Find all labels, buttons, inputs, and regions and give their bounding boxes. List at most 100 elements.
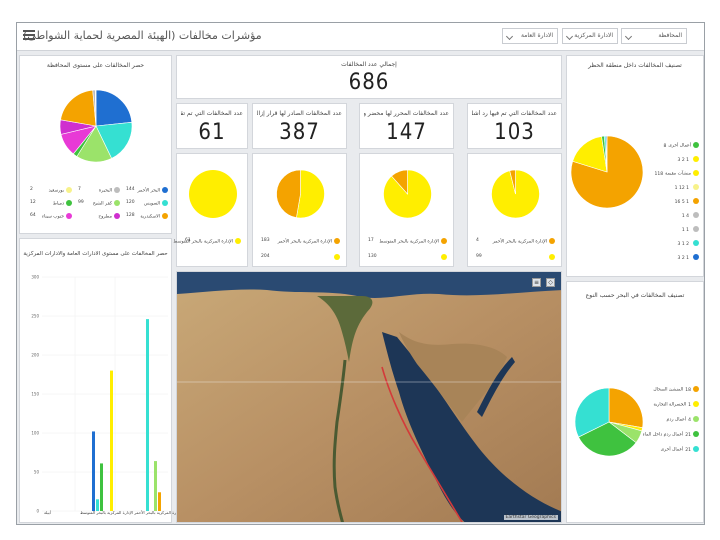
legend-swatch [114,187,120,193]
legend-item[interactable]: أعمال أخرى8 [653,142,699,149]
legend-label: بورسعيد [48,188,64,194]
governorate-pie [59,89,133,163]
bar[interactable] [96,499,99,511]
kpi-label: عدد المخالفات الصادر لها قرار إزالة [257,110,342,117]
legend-item[interactable]: السويس 120 [126,200,168,207]
legend-item[interactable]: 4أعمال ردم [647,416,699,423]
governorate-slice[interactable] [95,122,133,159]
kpi-pie-slice[interactable] [391,169,408,195]
bar[interactable] [110,370,113,511]
legend-item[interactable]: الإدارة المركزية بالبحر المتوسط 61 [173,238,241,245]
kpi-pie [383,169,432,219]
bar[interactable] [158,492,161,511]
risk-zone-slice[interactable] [572,136,608,173]
legend-item[interactable]: دمياط 12 [30,200,72,207]
legend-label: أعمال أخرى [660,447,684,453]
legend-item[interactable]: 1الجسرالة التجارية [647,401,699,408]
map-canvas[interactable] [177,272,562,523]
central-admin-filter-label: الادارة المركزية [574,32,613,39]
governorate-title: حصر المخالفات على مستوى المحافظة [46,62,145,69]
by-type-slice[interactable] [574,387,610,438]
risk-zone-title: تصنيف المخالفات داخل منطقة الحظر [588,62,682,69]
legend-item[interactable]: 18المنشئ الصحال [647,386,699,393]
legend-label: أعمال أخرى [668,143,691,149]
general-admin-filter[interactable]: الادارة العامة [502,28,558,44]
admin-bars-panel: حصر المخالفات على مستوى الادارات العامة … [19,238,183,523]
central-admin-filter[interactable]: الادارة المركزية [562,28,618,44]
legend-item[interactable]: بورسعيد 2 [30,187,72,194]
legend-swatch [693,254,699,260]
legend-item[interactable]: البحيرة 7 [78,187,120,194]
dashboard: المحافظة الادارة المركزية الادارة العامة… [16,22,705,525]
layers-icon[interactable]: ◇ [546,278,555,287]
legend-item[interactable]: 1 2 3 [653,156,699,163]
legend-item[interactable]: 2 1 3 [653,240,699,247]
bar[interactable] [92,431,95,511]
y-tick-label: 150 [31,392,39,397]
legend-item[interactable]: 204 [261,254,340,261]
legend-label: الإدارة المركزية بالبحر الأحمر [492,239,547,245]
y-tick-label: 100 [31,431,39,436]
legend-label: المنشئ الصحال [653,387,684,393]
governorate-slice[interactable] [60,89,97,127]
governorate-slice[interactable] [95,89,133,127]
legend-swatch [441,238,447,244]
legend-value: 21 [685,432,691,438]
menu-icon[interactable] [22,28,36,42]
y-tick-label: 250 [31,314,39,319]
legend-item[interactable]: 1 5 16 [653,198,699,205]
bar[interactable] [100,463,103,511]
legend-item[interactable]: 1 12 1 [653,184,699,191]
legend-value: 21 [685,447,691,453]
kpi-pie-slice[interactable] [509,169,516,195]
legend-value: 61 [185,238,191,243]
legend-item[interactable]: كفر الشيخ 99 [78,200,120,207]
bar[interactable] [154,461,157,511]
legend-item[interactable]: 21أعمال ردم داخل الماء [643,431,699,438]
legend-item[interactable]: الإدارة المركزية بالبحر الأحمر 183 [261,238,340,245]
legend-value: 2 [30,187,33,192]
legend-item[interactable]: البحر الأحمر 144 [126,187,168,194]
kpi-pie [491,169,540,219]
bar[interactable] [146,319,149,511]
legend-item[interactable]: 21أعمال أخرى [647,446,699,453]
kpi-pie-slice[interactable] [296,169,325,219]
governorate-slice[interactable] [94,89,97,127]
legend-item[interactable]: جنوب سيناء 64 [30,213,72,220]
legend-item[interactable]: 1 1 [653,226,699,233]
legend-item[interactable]: منشآت مقيمة118 [653,170,699,177]
legend-item[interactable]: الإدارة المركزية بالبحر الأحمر 4 [476,238,555,245]
legend-label: جنوب سيناء [41,214,64,220]
legend-swatch [693,156,699,162]
chevron-down-icon [565,32,574,41]
legend-icon[interactable]: ≡ [532,278,541,287]
legend-swatch [693,170,699,176]
by-type-slice[interactable] [578,421,637,457]
legend-item[interactable]: 1 2 3 [653,254,699,261]
kpi-pie-slice[interactable] [189,170,237,218]
legend-swatch [693,226,699,232]
legend-swatch [334,238,340,244]
legend-item[interactable]: الاسكندرية 128 [126,213,168,220]
legend-value: 204 [261,254,270,259]
legend-item[interactable]: 4 1 [653,212,699,219]
governorate-filter[interactable]: المحافظة [621,28,687,44]
legend-item[interactable]: 99 [476,254,555,261]
legend-item[interactable]: 130 [368,254,447,261]
map-attribution: Earthstar Geographics [503,515,558,520]
total-panel: إجمالي عدد المخالفات 686 [176,55,562,99]
kpi-value: 103 [494,120,535,145]
kpi-pie-slice[interactable] [276,169,301,218]
legend-value: 4 [476,238,479,243]
legend-swatch [114,200,120,206]
legend-swatch [66,213,72,219]
legend-item[interactable]: مطروح [90,213,120,220]
by-type-slice[interactable] [608,387,644,429]
map-panel[interactable]: ≡ ◇ Earthstar Geographics [176,271,562,523]
admin-bar-chart: 0 50 100 150 200 250 300 [31,275,168,514]
risk-zone-slice[interactable] [605,135,608,173]
legend-label: البحر الأحمر [137,188,160,194]
header-bar: المحافظة الادارة المركزية الادارة العامة… [17,23,704,51]
page-title: مؤشرات مخالفات (الهيئة المصرية لحماية ال… [23,29,262,42]
legend-item[interactable]: الإدارة المركزية بالبحر المتوسط 17 [368,238,447,245]
